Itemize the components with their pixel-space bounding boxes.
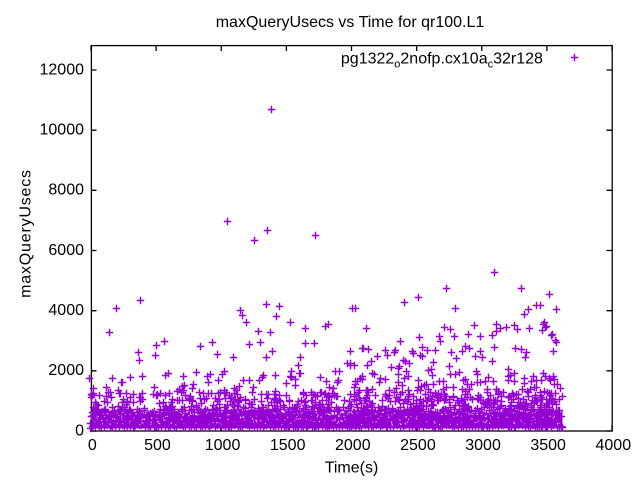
svg-text:8000: 8000: [48, 182, 84, 199]
svg-text:3000: 3000: [465, 437, 501, 454]
svg-text:12000: 12000: [40, 61, 85, 78]
svg-text:500: 500: [144, 437, 171, 454]
svg-text:2000: 2000: [335, 437, 371, 454]
svg-text:0: 0: [75, 422, 84, 439]
svg-text:10000: 10000: [40, 121, 85, 138]
svg-text:pg1322o2nofp.cx10ac32r128: pg1322o2nofp.cx10ac32r128: [341, 50, 543, 70]
svg-text:4000: 4000: [596, 437, 632, 454]
svg-text:4000: 4000: [48, 302, 84, 319]
svg-text:1500: 1500: [270, 437, 306, 454]
svg-text:3500: 3500: [530, 437, 566, 454]
svg-text:maxQueryUsecs vs Time for qr10: maxQueryUsecs vs Time for qr100.L1: [216, 14, 485, 31]
svg-text:2500: 2500: [400, 437, 436, 454]
svg-text:0: 0: [88, 437, 97, 454]
svg-text:2000: 2000: [48, 362, 84, 379]
svg-text:Time(s): Time(s): [325, 459, 379, 476]
svg-text:maxQueryUsecs: maxQueryUsecs: [18, 169, 35, 298]
svg-text:6000: 6000: [48, 242, 84, 259]
svg-text:1000: 1000: [205, 437, 241, 454]
